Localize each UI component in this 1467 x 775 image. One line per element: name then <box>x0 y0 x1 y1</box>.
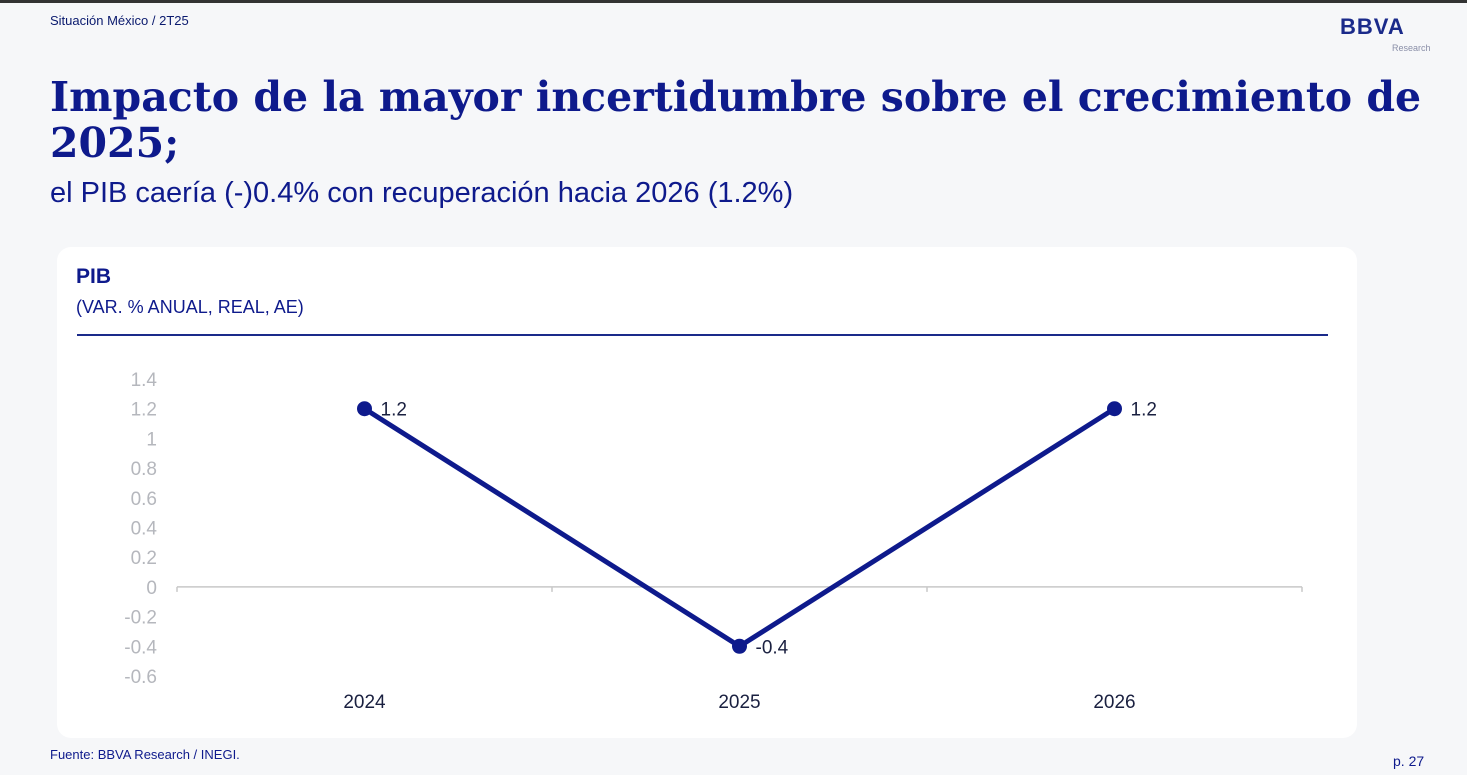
y-tick-label: -0.2 <box>124 608 157 629</box>
top-border <box>0 0 1467 3</box>
chart-card <box>57 247 1357 738</box>
source-note: Fuente: BBVA Research / INEGI. <box>50 747 240 762</box>
data-point <box>1107 401 1122 417</box>
y-tick-label: 1.4 <box>131 370 158 391</box>
data-label: 1.2 <box>381 400 407 421</box>
x-tick-label: 2024 <box>343 692 386 713</box>
page-subtitle: el PIB caería (-)0.4% con recuperación h… <box>50 177 794 209</box>
chart-title: PIB <box>76 265 112 288</box>
y-tick-label: 0.2 <box>131 548 157 569</box>
y-tick-label: 0 <box>146 578 157 599</box>
data-point <box>732 638 747 654</box>
series-line <box>363 406 1116 649</box>
data-point <box>357 401 372 417</box>
y-tick-label: 0.4 <box>131 519 158 540</box>
x-tick-label: 2025 <box>718 692 760 713</box>
y-tick-label: 0.6 <box>131 489 157 510</box>
x-tick-label: 2026 <box>1093 692 1135 713</box>
data-label: 1.2 <box>1131 400 1157 421</box>
bbva-logo: BBVA Research <box>1340 14 1431 53</box>
page-number: p. 27 <box>1393 753 1425 769</box>
y-tick-label: 1.2 <box>131 400 157 421</box>
y-tick-label: -0.4 <box>124 637 157 658</box>
y-tick-label: -0.6 <box>124 667 157 688</box>
chart-title-rule <box>77 334 1328 336</box>
data-label: -0.4 <box>756 637 789 658</box>
page-title: Impacto de la mayor incertidumbre sobre … <box>50 73 1422 167</box>
chart-subtitle: (VAR. % ANUAL, REAL, AE) <box>76 297 304 317</box>
y-tick-label: 1 <box>146 429 157 450</box>
y-tick-label: 0.8 <box>131 459 157 480</box>
kicker: Situación México / 2T25 <box>50 13 189 28</box>
